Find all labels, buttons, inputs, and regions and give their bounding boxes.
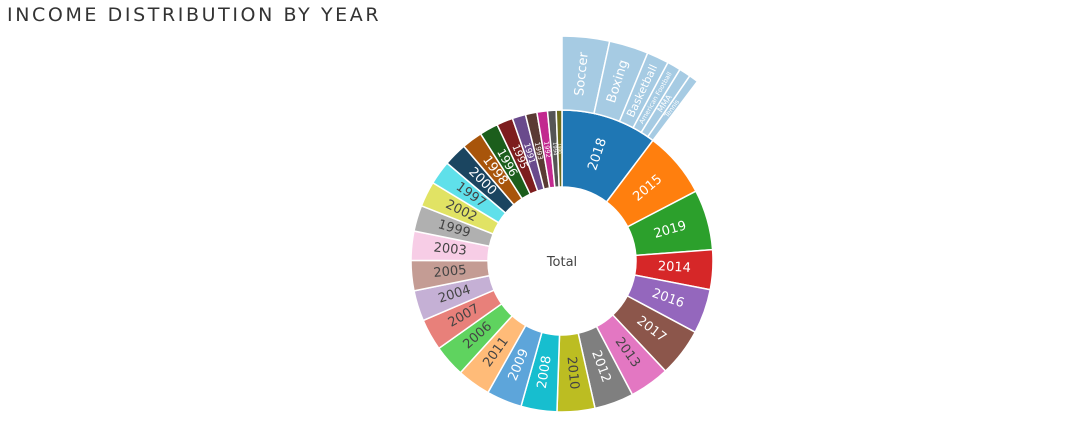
year-label-2008: 2008: [535, 355, 555, 390]
center-label: Total: [546, 255, 577, 270]
year-label-1994: 1994: [551, 142, 558, 156]
year-label-2005: 2005: [433, 263, 467, 281]
year-label-1990: 1990: [557, 143, 562, 154]
year-slice-1990[interactable]: [555, 109, 563, 188]
chart-title: INCOME DISTRIBUTION BY YEAR: [7, 4, 382, 26]
sunburst-slices: [410, 35, 714, 413]
year-label-2010: 2010: [564, 356, 582, 390]
year-label-1992: 1992: [542, 141, 552, 158]
year-label-2003: 2003: [433, 240, 467, 258]
year-label-2014: 2014: [657, 259, 691, 276]
year-label-1993: 1993: [533, 141, 546, 161]
sport-label-soccer: Soccer: [572, 51, 592, 97]
